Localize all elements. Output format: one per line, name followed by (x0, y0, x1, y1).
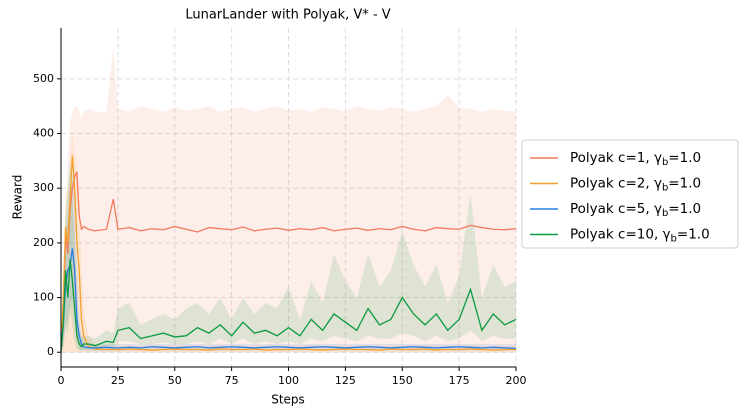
legend-label: Polyak c=2, γb=1.0 (570, 176, 701, 194)
y-axis-label: Reward (11, 175, 25, 220)
band (61, 46, 516, 353)
legend-box (521, 139, 739, 249)
y-tick-label: 0 (47, 345, 54, 358)
x-tick-label: 0 (58, 374, 65, 387)
legend-label: Polyak c=5, γb=1.0 (570, 201, 701, 219)
x-tick-label: 125 (335, 374, 356, 387)
y-tick-label: 400 (33, 127, 54, 140)
y-tick-label: 100 (33, 291, 54, 304)
legend-label: Polyak c=1, γb=1.0 (570, 150, 701, 168)
x-tick-label: 200 (506, 374, 527, 387)
line (60, 155, 516, 353)
y-tick-label: 300 (33, 181, 54, 194)
x-tick-label: 25 (111, 374, 125, 387)
legend-label: Polyak c=10, γb=1.0 (570, 227, 710, 245)
line (60, 171, 517, 353)
line (60, 248, 517, 350)
x-tick-label: 50 (168, 374, 182, 387)
x-axis-label: Steps (271, 393, 305, 407)
chart-title: LunarLander with Polyak, V* - V (185, 8, 390, 23)
x-tick-label: 75 (225, 374, 239, 387)
y-tick-label: 500 (33, 72, 54, 85)
y-tick-label: 200 (33, 236, 54, 249)
x-tick-label: 175 (449, 374, 470, 387)
x-tick-label: 100 (278, 374, 299, 387)
line (60, 259, 517, 353)
x-tick-label: 150 (392, 374, 413, 387)
band (61, 160, 516, 353)
